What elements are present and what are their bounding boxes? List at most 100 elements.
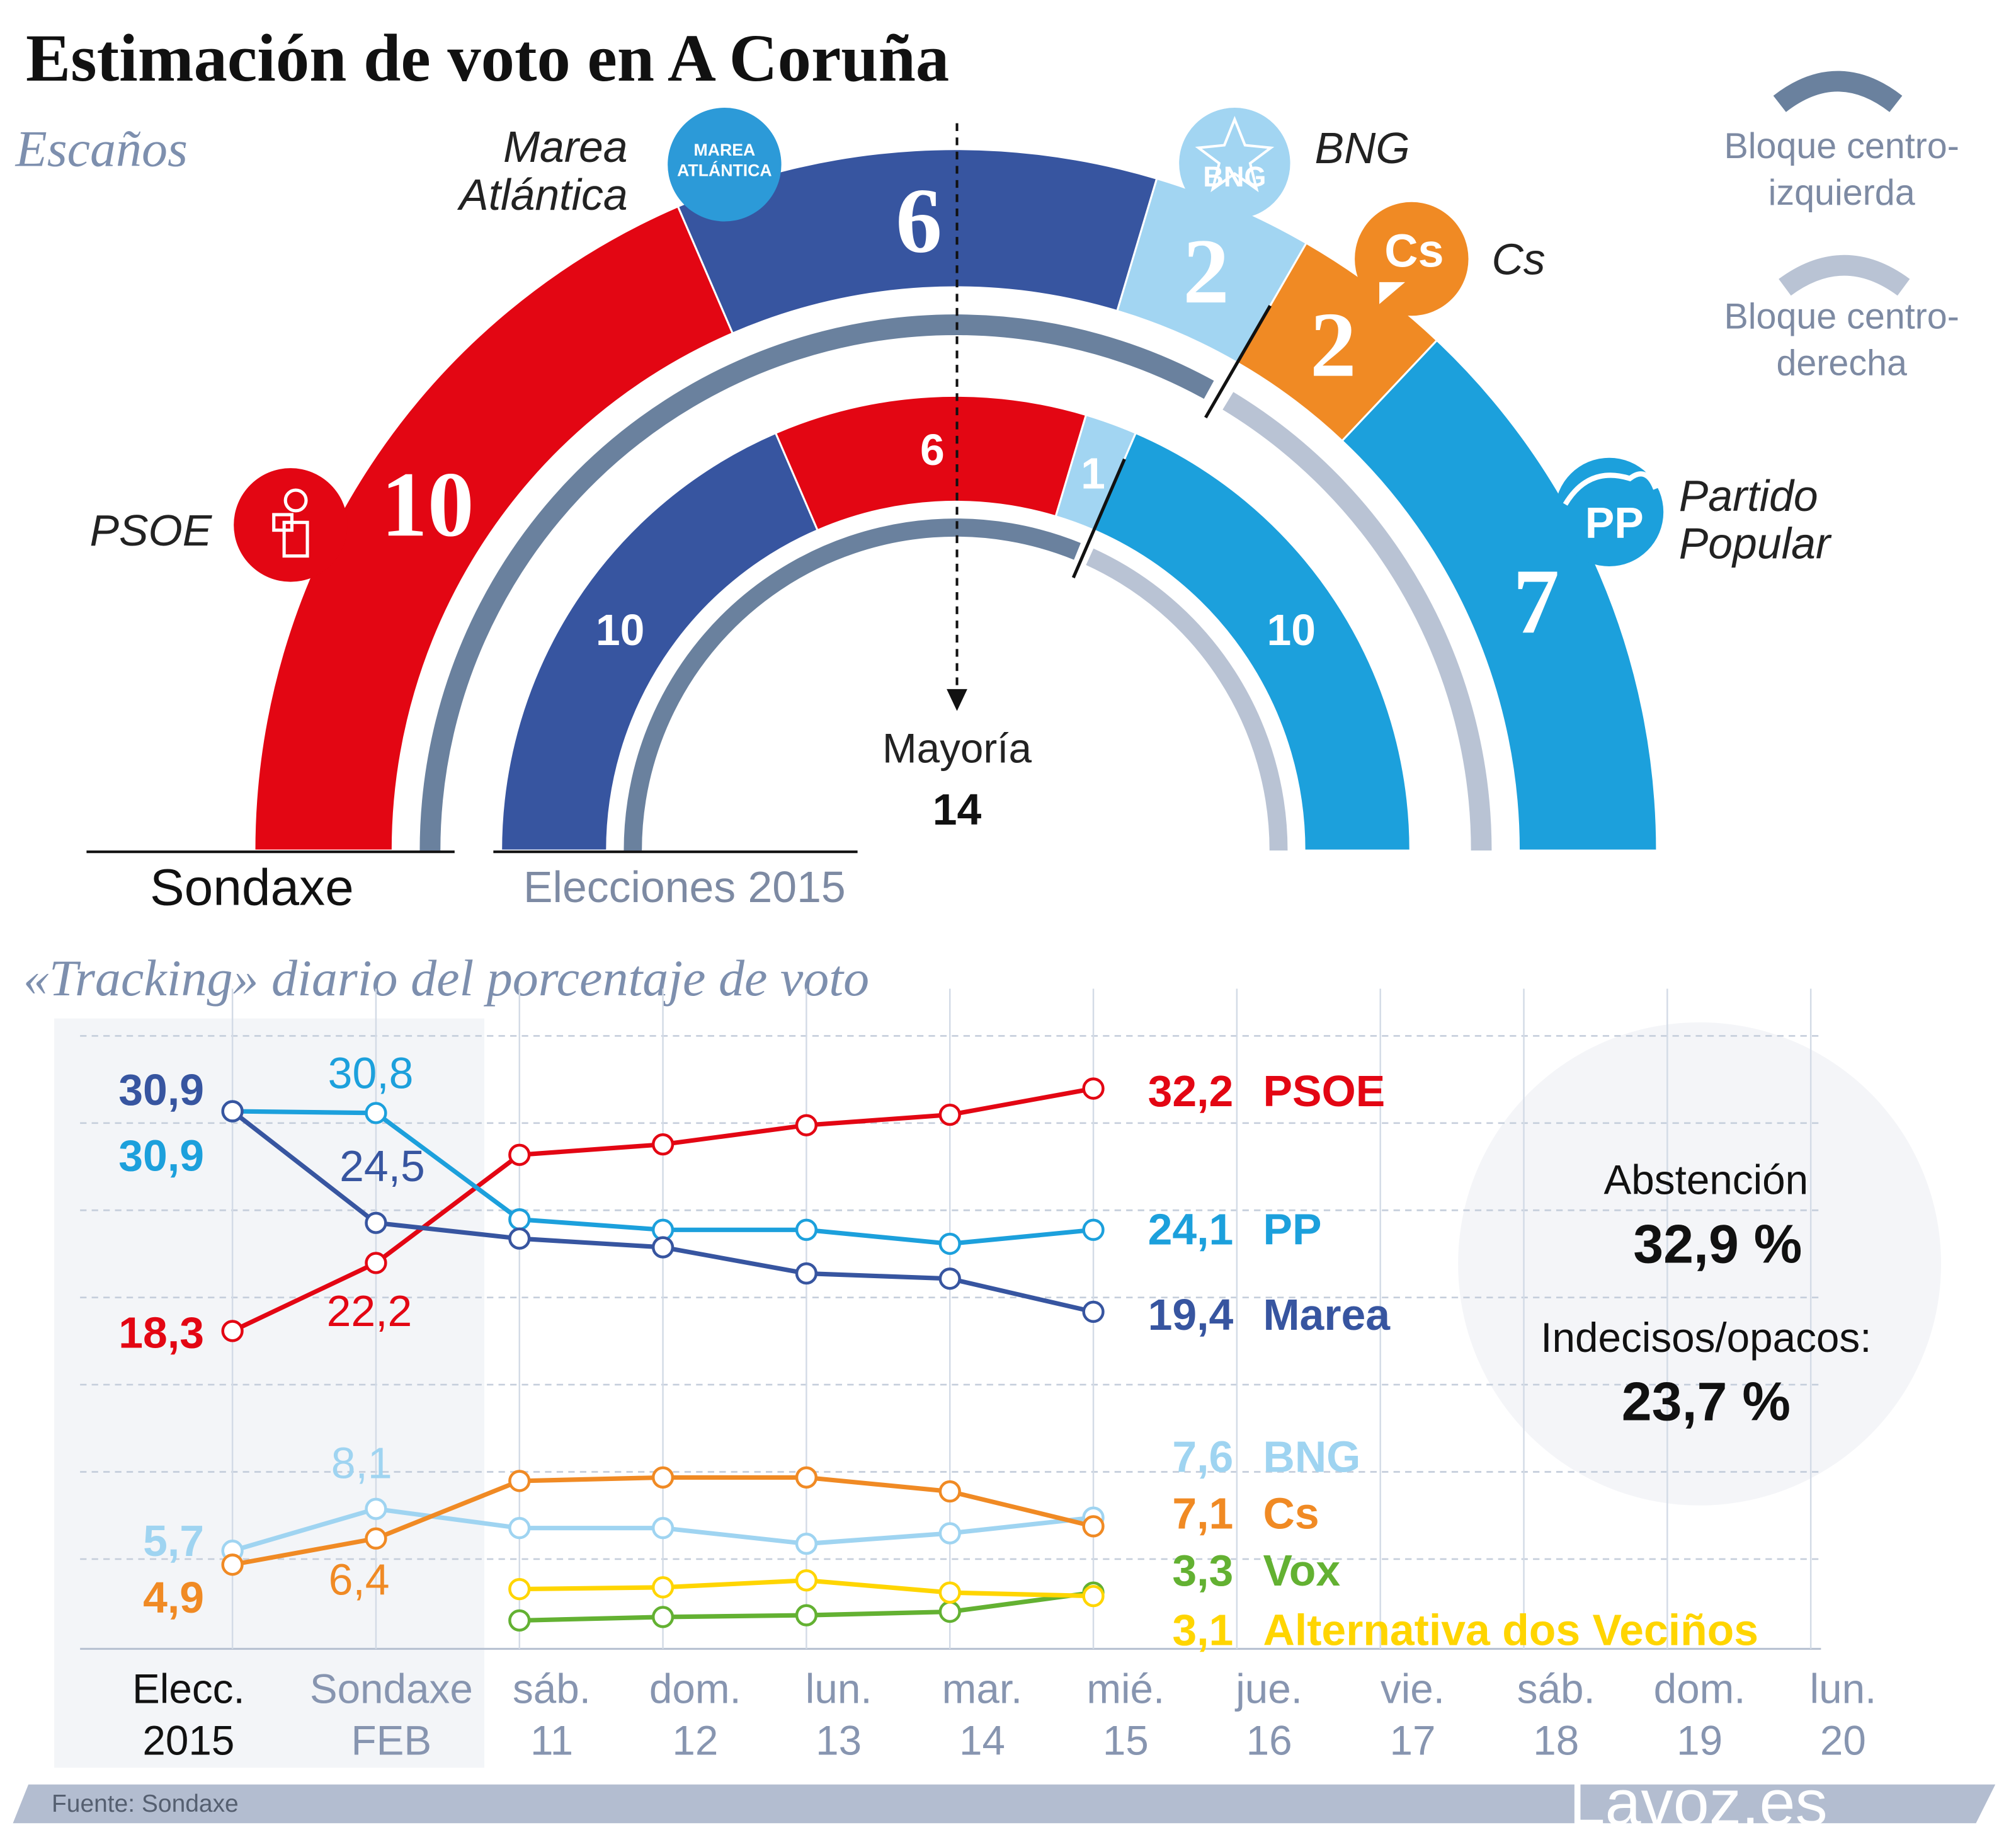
svg-text:Cs: Cs: [1384, 224, 1444, 277]
x-tick-label: 18: [1533, 1718, 1579, 1764]
majority-arrow-icon: [947, 689, 967, 711]
feb-label-cs: 6,4: [329, 1555, 390, 1604]
x-tick-label: 16: [1246, 1718, 1292, 1764]
svg-text:PP: PP: [1585, 498, 1644, 547]
psoe-logo: [234, 468, 348, 582]
data-point-pp: [1082, 1218, 1105, 1241]
x-tick-label: mié.: [1086, 1666, 1165, 1712]
elecciones-2015-seat-count-pp: 10: [1267, 605, 1316, 655]
series-name-marea: Marea: [1263, 1290, 1391, 1339]
data-point-marea: [1082, 1300, 1105, 1324]
party-label-psoe: PSOE: [90, 506, 213, 555]
x-tick-label: sáb.: [513, 1666, 591, 1712]
end-value-alternativa-dos-veci-os: 3,1: [1172, 1605, 1233, 1654]
end-value-cs: 7,1: [1172, 1489, 1233, 1538]
party-label-pp-2: Popular: [1679, 519, 1832, 568]
series-name-alternativa-dos-veci-os: Alternativa dos Veciños: [1263, 1605, 1758, 1654]
data-point-marea: [221, 1100, 244, 1123]
pp-logo: PP: [1554, 457, 1664, 567]
feb-label-marea: 24,5: [339, 1141, 425, 1191]
majority-value: 14: [933, 785, 982, 834]
data-point-cs: [651, 1466, 675, 1489]
end-value-vox: 3,3: [1172, 1546, 1233, 1595]
svg-text:BNG: BNG: [1203, 161, 1266, 193]
x-tick-label: 11: [530, 1718, 573, 1764]
data-point-bng: [365, 1497, 387, 1520]
elecciones-2015-bloc-centro-izquierda: [624, 518, 1081, 851]
elecciones-2015-seat-count-psoe: 6: [920, 425, 945, 474]
x-tick-label: 19: [1677, 1718, 1723, 1764]
data-point-alternativa-dos-veci-os: [1082, 1585, 1105, 1608]
data-point-cs: [1082, 1515, 1105, 1538]
x-tick-label: lun.: [1810, 1666, 1877, 1712]
sondaxe-bloc-centro-izquierda: [419, 314, 1214, 851]
elecciones-2015-seat-count-bng: 1: [1081, 449, 1105, 498]
data-point-pp: [365, 1102, 387, 1124]
data-point-cs: [938, 1480, 961, 1503]
svg-text:derecha: derecha: [1776, 343, 1907, 384]
data-point-psoe: [795, 1114, 818, 1136]
data-point-alternativa-dos-veci-os: [795, 1569, 818, 1592]
data-point-cs: [221, 1553, 244, 1576]
data-point-marea: [651, 1236, 675, 1259]
sondaxe-bloc-divider: [1204, 305, 1272, 419]
data-point-bng: [508, 1517, 531, 1540]
x-tick-label: jue.: [1234, 1666, 1302, 1712]
tracking-title: «Tracking» diario del porcentaje de voto: [23, 949, 869, 1007]
footer-source: Fuente: Sondaxe: [52, 1790, 239, 1817]
party-label-bng: BNG: [1315, 123, 1410, 173]
elecciones-2015-bloc-centro-derecha: [1086, 548, 1288, 851]
x-tick-label: dom.: [649, 1666, 741, 1712]
elecciones-ring-label: Elecciones 2015: [523, 862, 846, 912]
sondaxe-seat-count-pp: 7: [1513, 549, 1559, 653]
data-point-vox: [795, 1604, 818, 1627]
x-tick-label: mar.: [942, 1666, 1023, 1712]
data-point-marea: [365, 1211, 387, 1234]
bng-logo: BNG: [1179, 108, 1290, 219]
series-name-pp: PP: [1263, 1205, 1321, 1254]
data-point-bng: [938, 1522, 961, 1545]
data-point-marea: [508, 1227, 531, 1250]
sondaxe-ring-label: Sondaxe: [150, 859, 354, 916]
party-label-marea-1: Marea: [503, 122, 628, 171]
start-label-cs: 4,9: [143, 1573, 204, 1622]
elecciones-2015-seat-count-marea: 10: [596, 605, 645, 655]
data-point-psoe: [938, 1103, 961, 1126]
marea-logo: MAREA ATLÁNTICA: [668, 108, 782, 222]
x-tick-label: Sondaxe: [310, 1666, 473, 1712]
historical-shading: [54, 1018, 484, 1768]
sondaxe-seat-count-bng: 2: [1183, 219, 1229, 323]
svg-text:ATLÁNTICA: ATLÁNTICA: [677, 161, 772, 180]
data-point-psoe: [651, 1133, 675, 1156]
feb-label-pp: 30,8: [328, 1048, 414, 1097]
svg-text:MAREA: MAREA: [694, 140, 756, 159]
data-point-pp: [795, 1218, 818, 1241]
x-tick-label: 15: [1103, 1718, 1149, 1764]
series-name-psoe: PSOE: [1263, 1066, 1385, 1116]
cs-logo: Cs: [1355, 202, 1469, 316]
sondaxe-seats-psoe: [253, 205, 734, 852]
pp-bird-icon: [1563, 471, 1658, 506]
data-point-marea: [938, 1267, 961, 1290]
data-point-marea: [795, 1262, 818, 1285]
tracking-chart: Elecc.2015SondaxeFEBsáb.11dom.12lun.13ma…: [80, 988, 1877, 1764]
feb-label-bng: 8,1: [331, 1439, 392, 1488]
x-tick-label: Elecc.: [132, 1666, 245, 1712]
x-tick-label: vie.: [1381, 1666, 1445, 1712]
data-point-alternativa-dos-veci-os: [508, 1577, 531, 1601]
data-point-alternativa-dos-veci-os: [651, 1576, 675, 1599]
x-tick-label: 14: [959, 1718, 1005, 1764]
start-label-psoe: 18,3: [118, 1308, 204, 1358]
data-point-psoe: [1082, 1077, 1105, 1100]
x-tick-label: 17: [1389, 1718, 1435, 1764]
data-point-cs: [508, 1470, 531, 1492]
end-value-marea: 19,4: [1148, 1290, 1234, 1339]
data-point-alternativa-dos-veci-os: [938, 1581, 961, 1604]
footer-band: [13, 1784, 1996, 1824]
star-icon: [1195, 115, 1275, 193]
abstention-bubble: [1458, 1022, 1942, 1506]
svg-text:Bloque centro-: Bloque centro-: [1724, 297, 1959, 337]
elecciones-2015-bloc-divider: [1071, 458, 1126, 579]
sondaxe-seat-count-psoe: 10: [381, 452, 474, 556]
